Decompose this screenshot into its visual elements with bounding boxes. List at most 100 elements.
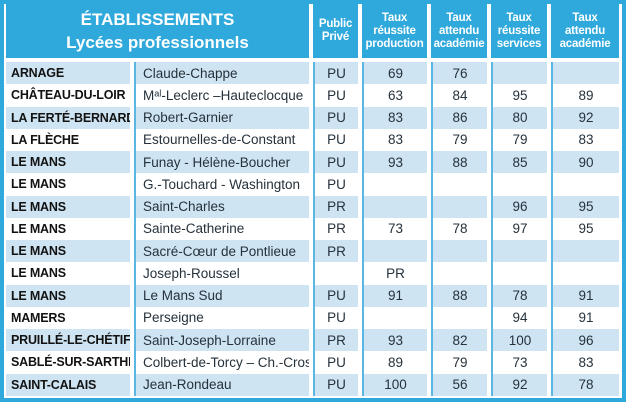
value-cell-taux-reussite-services: 94 — [491, 306, 547, 329]
value-cell-taux-attendu-academie: 56 — [431, 373, 487, 396]
value-cell-taux-attendu-academie — [551, 62, 619, 85]
table-body: ARNAGE Claude-Chappe PU 69 76 CHÂTEAU-DU-LOIR… — [6, 62, 619, 396]
school-cell: Colbert-de-Torcy – Ch.-Cros — [134, 351, 309, 374]
table-row: SAINT-CALAIS Jean-Rondeau PU 100 56 92 78 — [6, 373, 619, 396]
value-cell-taux-attendu-academie — [431, 262, 487, 285]
school-cell: Saint-Charles — [134, 195, 309, 218]
column-header-line: production — [365, 37, 424, 50]
column-header-line: Taux — [506, 11, 532, 24]
table-row: SABLÉ-SUR-SARTHE Colbert-de-Torcy – Ch.-C… — [6, 351, 619, 374]
column-header-line: Taux — [446, 11, 472, 24]
status-cell: PU — [313, 84, 358, 107]
table-row: CHÂTEAU-DU-LOIR Mᵃˡ-Leclerc –Hauteclocque… — [6, 84, 619, 107]
header-row: ÉTABLISSEMENTS Lycées professionnels Pub… — [6, 4, 619, 58]
status-cell: PR — [313, 329, 358, 352]
value-cell-taux-reussite-production: 89 — [362, 351, 427, 374]
value-cell-taux-reussite-production: 91 — [362, 284, 427, 307]
school-cell: Estournelles-de-Constant — [134, 128, 309, 151]
value-cell-taux-attendu-academie: 90 — [551, 151, 619, 174]
column-header-public_prive: Public Privé — [313, 4, 358, 58]
column-header-line: Public — [318, 18, 353, 30]
table-row: LE MANS Sainte-Catherine PR 73 78 97 95 — [6, 217, 619, 240]
value-cell-taux-attendu-academie: 76 — [431, 62, 487, 85]
status-cell: PR — [313, 217, 358, 240]
value-cell-taux-attendu-academie: 95 — [551, 217, 619, 240]
school-cell: Joseph-Roussel — [134, 262, 309, 285]
column-header-line: réussite — [373, 24, 416, 37]
school-cell: Claude-Chappe — [134, 62, 309, 85]
value-cell-taux-attendu-academie: 84 — [431, 84, 487, 107]
school-cell: Sacré-Cœur de Pontlieue — [134, 240, 309, 263]
column-header-taux_attendu_academie_1: Taux attendu académie — [431, 4, 487, 58]
column-header-line: attendu — [564, 24, 606, 37]
table-row: LE MANS Saint-Charles PR 96 95 — [6, 195, 619, 218]
town-cell: LE MANS — [6, 284, 130, 307]
school-cell: Robert-Garnier — [134, 106, 309, 129]
value-cell-taux-attendu-academie: 79 — [431, 351, 487, 374]
value-cell-taux-attendu-academie: 79 — [431, 128, 487, 151]
value-cell-taux-attendu-academie: 83 — [551, 128, 619, 151]
value-cell-taux-reussite-services: 100 — [491, 329, 547, 352]
value-cell-taux-reussite-production — [362, 173, 427, 196]
table-row: MAMERS Perseigne PU 94 91 — [6, 306, 619, 329]
value-cell-taux-reussite-production: 83 — [362, 128, 427, 151]
school-cell: Perseigne — [134, 306, 309, 329]
value-cell-taux-attendu-academie — [431, 240, 487, 263]
value-cell-taux-reussite-production: 93 — [362, 329, 427, 352]
town-cell: LE MANS — [6, 262, 130, 285]
value-cell-taux-reussite-production: 73 — [362, 217, 427, 240]
town-cell: ARNAGE — [6, 62, 130, 85]
status-cell: PU — [313, 373, 358, 396]
status-cell: PU — [313, 151, 358, 174]
value-cell-taux-reussite-production — [362, 195, 427, 218]
town-cell: LA FLÈCHE — [6, 128, 130, 151]
status-cell: PU — [313, 62, 358, 85]
value-cell-taux-reussite-production: 69 — [362, 62, 427, 85]
value-cell-taux-attendu-academie: 89 — [551, 84, 619, 107]
column-header-line: attendu — [438, 24, 480, 37]
value-cell-taux-attendu-academie — [431, 195, 487, 218]
school-cell: Saint-Joseph-Lorraine — [134, 329, 309, 352]
school-cell: Sainte-Catherine — [134, 217, 309, 240]
table-row: LA FLÈCHE Estournelles-de-Constant PU 83 79 7… — [6, 128, 619, 151]
town-cell: LE MANS — [6, 240, 130, 263]
value-cell-taux-reussite-services — [491, 240, 547, 263]
status-cell: PU — [313, 306, 358, 329]
value-cell-taux-attendu-academie — [551, 262, 619, 285]
status-cell: PU — [313, 173, 358, 196]
value-cell-taux-reussite-services: 96 — [491, 195, 547, 218]
value-cell-taux-reussite-production — [362, 240, 427, 263]
value-cell-taux-attendu-academie: 82 — [431, 329, 487, 352]
value-cell-taux-attendu-academie — [551, 240, 619, 263]
table-row: LA FERTÉ-BERNARD Robert-Garnier PU 83 86 80 92 — [6, 106, 619, 129]
town-cell: SABLÉ-SUR-SARTHE — [6, 351, 130, 374]
column-header-line: Taux — [381, 11, 408, 24]
value-cell-taux-attendu-academie: 86 — [431, 106, 487, 129]
table-row: LE MANS Funay - Hélène-Boucher PU 93 88 85 90 — [6, 151, 619, 174]
status-cell: PU — [313, 284, 358, 307]
column-header-line: académie — [559, 37, 611, 50]
value-cell-taux-reussite-services — [491, 262, 547, 285]
value-cell-taux-attendu-academie: 96 — [551, 329, 619, 352]
value-cell-taux-reussite-production — [362, 306, 427, 329]
table-title: ÉTABLISSEMENTS Lycées professionnels — [6, 4, 309, 58]
value-cell-taux-reussite-services: 85 — [491, 151, 547, 174]
column-header-taux_attendu_academie_2: Taux attendu académie — [551, 4, 619, 58]
value-cell-taux-reussite-services: 80 — [491, 106, 547, 129]
table-title-line1: ÉTABLISSEMENTS — [80, 10, 235, 29]
town-cell: LE MANS — [6, 151, 130, 174]
column-header-taux_reussite_services: Taux réussite services — [491, 4, 547, 58]
value-cell-taux-reussite-services: 73 — [491, 351, 547, 374]
value-cell-taux-attendu-academie: 95 — [551, 195, 619, 218]
value-cell-taux-attendu-academie: 88 — [431, 151, 487, 174]
value-cell-taux-attendu-academie: 91 — [551, 284, 619, 307]
value-cell-taux-reussite-services — [491, 173, 547, 196]
value-cell-taux-reussite-services: 97 — [491, 217, 547, 240]
value-cell-taux-attendu-academie — [431, 306, 487, 329]
town-cell: LE MANS — [6, 217, 130, 240]
column-header-line: Taux — [572, 11, 598, 24]
value-cell-taux-reussite-production: 100 — [362, 373, 427, 396]
value-cell-taux-reussite-services: 78 — [491, 284, 547, 307]
table-row: PRUILLÉ-LE-CHÉTIF Saint-Joseph-Lorraine PR… — [6, 329, 619, 352]
value-cell-taux-reussite-services: 92 — [491, 373, 547, 396]
